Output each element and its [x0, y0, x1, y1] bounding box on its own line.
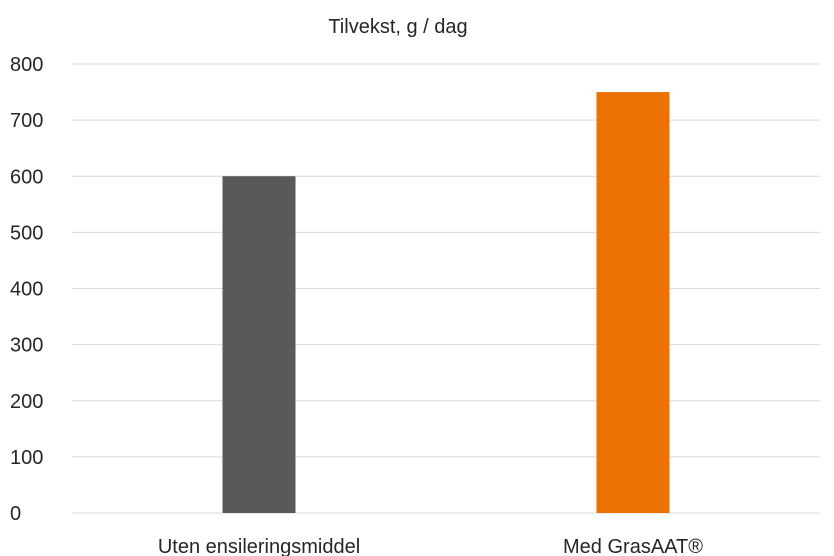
y-tick-label: 700: [10, 110, 43, 132]
y-tick-label: 800: [10, 54, 43, 76]
bars: [222, 92, 670, 513]
bar: [596, 92, 670, 513]
chart-title: Tilvekst, g / dag: [328, 16, 467, 38]
y-tick-label: 200: [10, 391, 43, 413]
gridlines: [72, 63, 820, 514]
y-axis-ticks: 0 100 200 300 400 500 600 700 800: [10, 54, 43, 525]
x-category-label: Med GrasAAT®: [563, 536, 703, 556]
y-tick-label: 400: [10, 279, 43, 301]
y-tick-label: 100: [10, 447, 43, 469]
y-tick-label: 500: [10, 222, 43, 244]
bar: [222, 176, 296, 513]
y-tick-label: 300: [10, 335, 43, 357]
y-tick-label: 0: [10, 503, 21, 525]
x-category-label: Uten ensileringsmiddel: [158, 536, 360, 556]
y-tick-label: 600: [10, 166, 43, 188]
x-axis-categories: Uten ensileringsmiddel Med GrasAAT®: [158, 536, 703, 556]
